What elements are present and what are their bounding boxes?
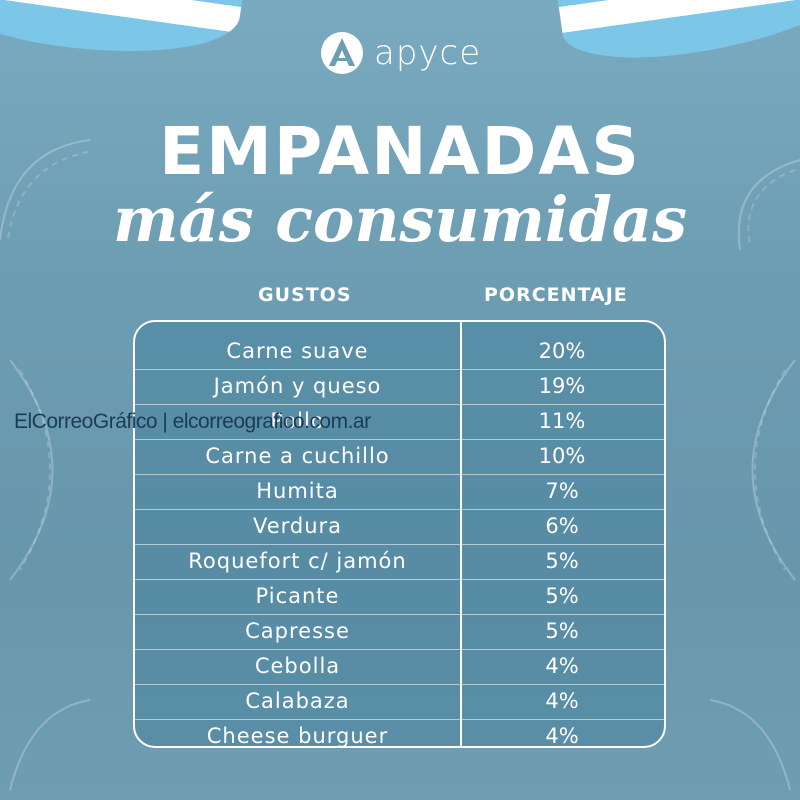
flavor-cell: Calabaza	[245, 689, 350, 713]
empanada-doodle-icon	[751, 359, 796, 581]
flavor-cell: Cebolla	[254, 654, 341, 678]
apyce-logo: apyce	[320, 30, 490, 76]
table-row: Carne a cuchillo 10%	[135, 439, 664, 474]
flavor-cell: Jamón y queso	[213, 374, 382, 398]
percent-cell: 4%	[545, 654, 579, 678]
percent-cell: 20%	[538, 339, 586, 363]
percent-cell: 4%	[545, 724, 579, 748]
row-separator	[135, 474, 664, 475]
column-header-flavors: GUSTOS	[258, 284, 352, 306]
row-separator	[135, 439, 664, 440]
row-separator	[135, 684, 664, 685]
percent-cell: 10%	[538, 444, 586, 468]
percent-cell: 5%	[545, 549, 579, 573]
flavor-cell: Cheese burguer	[206, 724, 389, 748]
table-row: Pollo 11%	[135, 404, 664, 439]
page-subtitle: más consumidas	[112, 183, 687, 256]
percent-cell: 19%	[538, 374, 586, 398]
column-divider	[460, 322, 462, 746]
flavor-cell: Carne suave	[226, 339, 369, 363]
flavor-cell: Roquefort c/ jamón	[188, 549, 407, 573]
table-row: Carne suave 20%	[135, 334, 664, 369]
percent-cell: 6%	[545, 514, 579, 538]
column-header-percent: PORCENTAJE	[484, 284, 628, 306]
percent-cell: 4%	[545, 689, 579, 713]
row-separator	[135, 614, 664, 615]
percent-cell: 7%	[545, 479, 579, 503]
brand-name: apyce	[374, 33, 482, 73]
flavor-cell: Carne a cuchillo	[205, 444, 390, 468]
percent-cell: 5%	[545, 584, 579, 608]
table-row: Capresse 5%	[135, 614, 664, 649]
flavor-cell: Humita	[256, 479, 339, 503]
row-separator	[135, 719, 664, 720]
table-row: Verdura 6%	[135, 509, 664, 544]
row-separator	[135, 649, 664, 650]
apyce-logo-icon	[321, 32, 363, 74]
empanada-doodle-icon	[9, 359, 54, 581]
argentina-flag-left	[0, 0, 245, 71]
row-separator	[135, 544, 664, 545]
table-row: Cheese burguer 4%	[135, 719, 664, 748]
empanada-doodle-icon	[9, 699, 91, 791]
table-row: Roquefort c/ jamón 5%	[135, 544, 664, 579]
table-row: Calabaza 4%	[135, 684, 664, 719]
ranking-table: Carne suave 20% Jamón y queso 19% Pollo 11% Ca…	[133, 320, 666, 748]
row-separator	[135, 509, 664, 510]
empanada-doodle-icon	[737, 159, 800, 251]
flavor-cell: Verdura	[252, 514, 343, 538]
table-row: Picante 5%	[135, 579, 664, 614]
table-row: Cebolla 4%	[135, 649, 664, 684]
row-separator	[135, 369, 664, 370]
argentina-flag-right	[555, 0, 800, 71]
table-row: Jamón y queso 19%	[135, 369, 664, 404]
empanada-doodle-icon	[0, 139, 91, 241]
empanada-doodle-icon	[709, 699, 791, 791]
flavor-cell: Pollo	[270, 409, 325, 433]
page-title: EMPANADAS	[159, 113, 641, 190]
flavor-cell: Picante	[255, 584, 340, 608]
percent-cell: 5%	[545, 619, 579, 643]
row-separator	[135, 579, 664, 580]
percent-cell: 11%	[538, 409, 586, 433]
table-row: Humita 7%	[135, 474, 664, 509]
watermark: ElCorreoGráfico | elcorreografico.com.ar	[14, 410, 371, 433]
flavor-cell: Capresse	[245, 619, 350, 643]
row-separator	[135, 404, 664, 405]
